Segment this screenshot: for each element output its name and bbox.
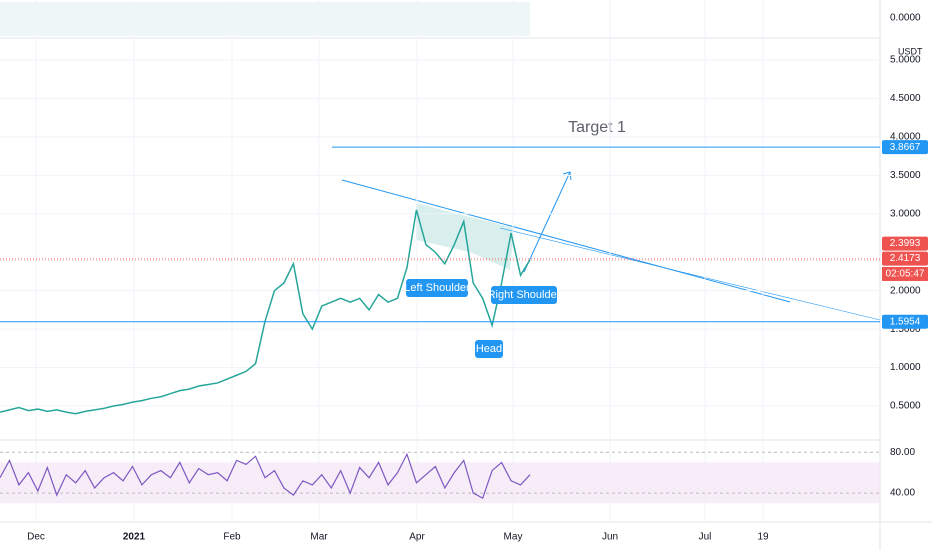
time-label: Jun xyxy=(602,532,618,543)
price-tag-label: 2.3993 xyxy=(890,238,921,249)
price-tick-label: 1.0000 xyxy=(890,362,921,373)
price-tag-label: 2.4173 xyxy=(890,253,921,264)
price-tag xyxy=(882,236,928,251)
annotation-label: Right Shoulder xyxy=(488,289,561,301)
time-label: 19 xyxy=(757,532,769,543)
price-unit: USDT xyxy=(898,46,923,56)
time-label: Dec xyxy=(27,532,45,543)
time-label: May xyxy=(504,532,523,543)
target-arrow xyxy=(523,171,571,273)
price-tag xyxy=(882,140,928,155)
price-tick-label: 5.0000 xyxy=(890,55,921,66)
rsi-band xyxy=(0,462,880,504)
annotation-box xyxy=(475,340,503,358)
time-label: Mar xyxy=(310,532,328,543)
rsi-tick-label: 80.00 xyxy=(890,447,915,458)
pattern-fill xyxy=(416,203,514,270)
countdown-tag xyxy=(882,266,928,281)
annotation-box xyxy=(491,286,557,304)
indicator-axis-label: 0.0000 xyxy=(890,13,921,24)
annotation-box xyxy=(406,279,468,297)
countdown: 02:05:47 xyxy=(886,269,925,280)
price-tick-label: 1.5000 xyxy=(890,324,921,335)
trend-line xyxy=(499,227,881,321)
price-tick-label: 4.5000 xyxy=(890,93,921,104)
time-label: Apr xyxy=(409,532,425,543)
price-tag xyxy=(882,314,928,329)
price-tag-label: 1.5954 xyxy=(890,316,921,327)
time-label: Feb xyxy=(223,532,241,543)
price-tick-label: 3.5000 xyxy=(890,170,921,181)
time-label: Jul xyxy=(699,532,712,543)
price-tick-label: 4.0000 xyxy=(890,132,921,143)
arrow-head xyxy=(562,171,572,181)
price-tag xyxy=(882,251,928,266)
price-tick-label: 2.0000 xyxy=(890,285,921,296)
oscillator-area xyxy=(0,2,530,36)
annotation-label: Head xyxy=(476,343,502,355)
time-label: 2021 xyxy=(123,532,146,543)
rsi-line xyxy=(0,452,531,500)
rsi-tick-label: 40.00 xyxy=(890,488,915,499)
target-label: Target 1 xyxy=(568,119,626,136)
price-tick-label: 3.0000 xyxy=(890,208,921,219)
annotation-label: Left Shoulder xyxy=(404,282,470,294)
price-tag-label: 3.8667 xyxy=(890,142,921,153)
price-tick-label: 0.5000 xyxy=(890,401,921,412)
